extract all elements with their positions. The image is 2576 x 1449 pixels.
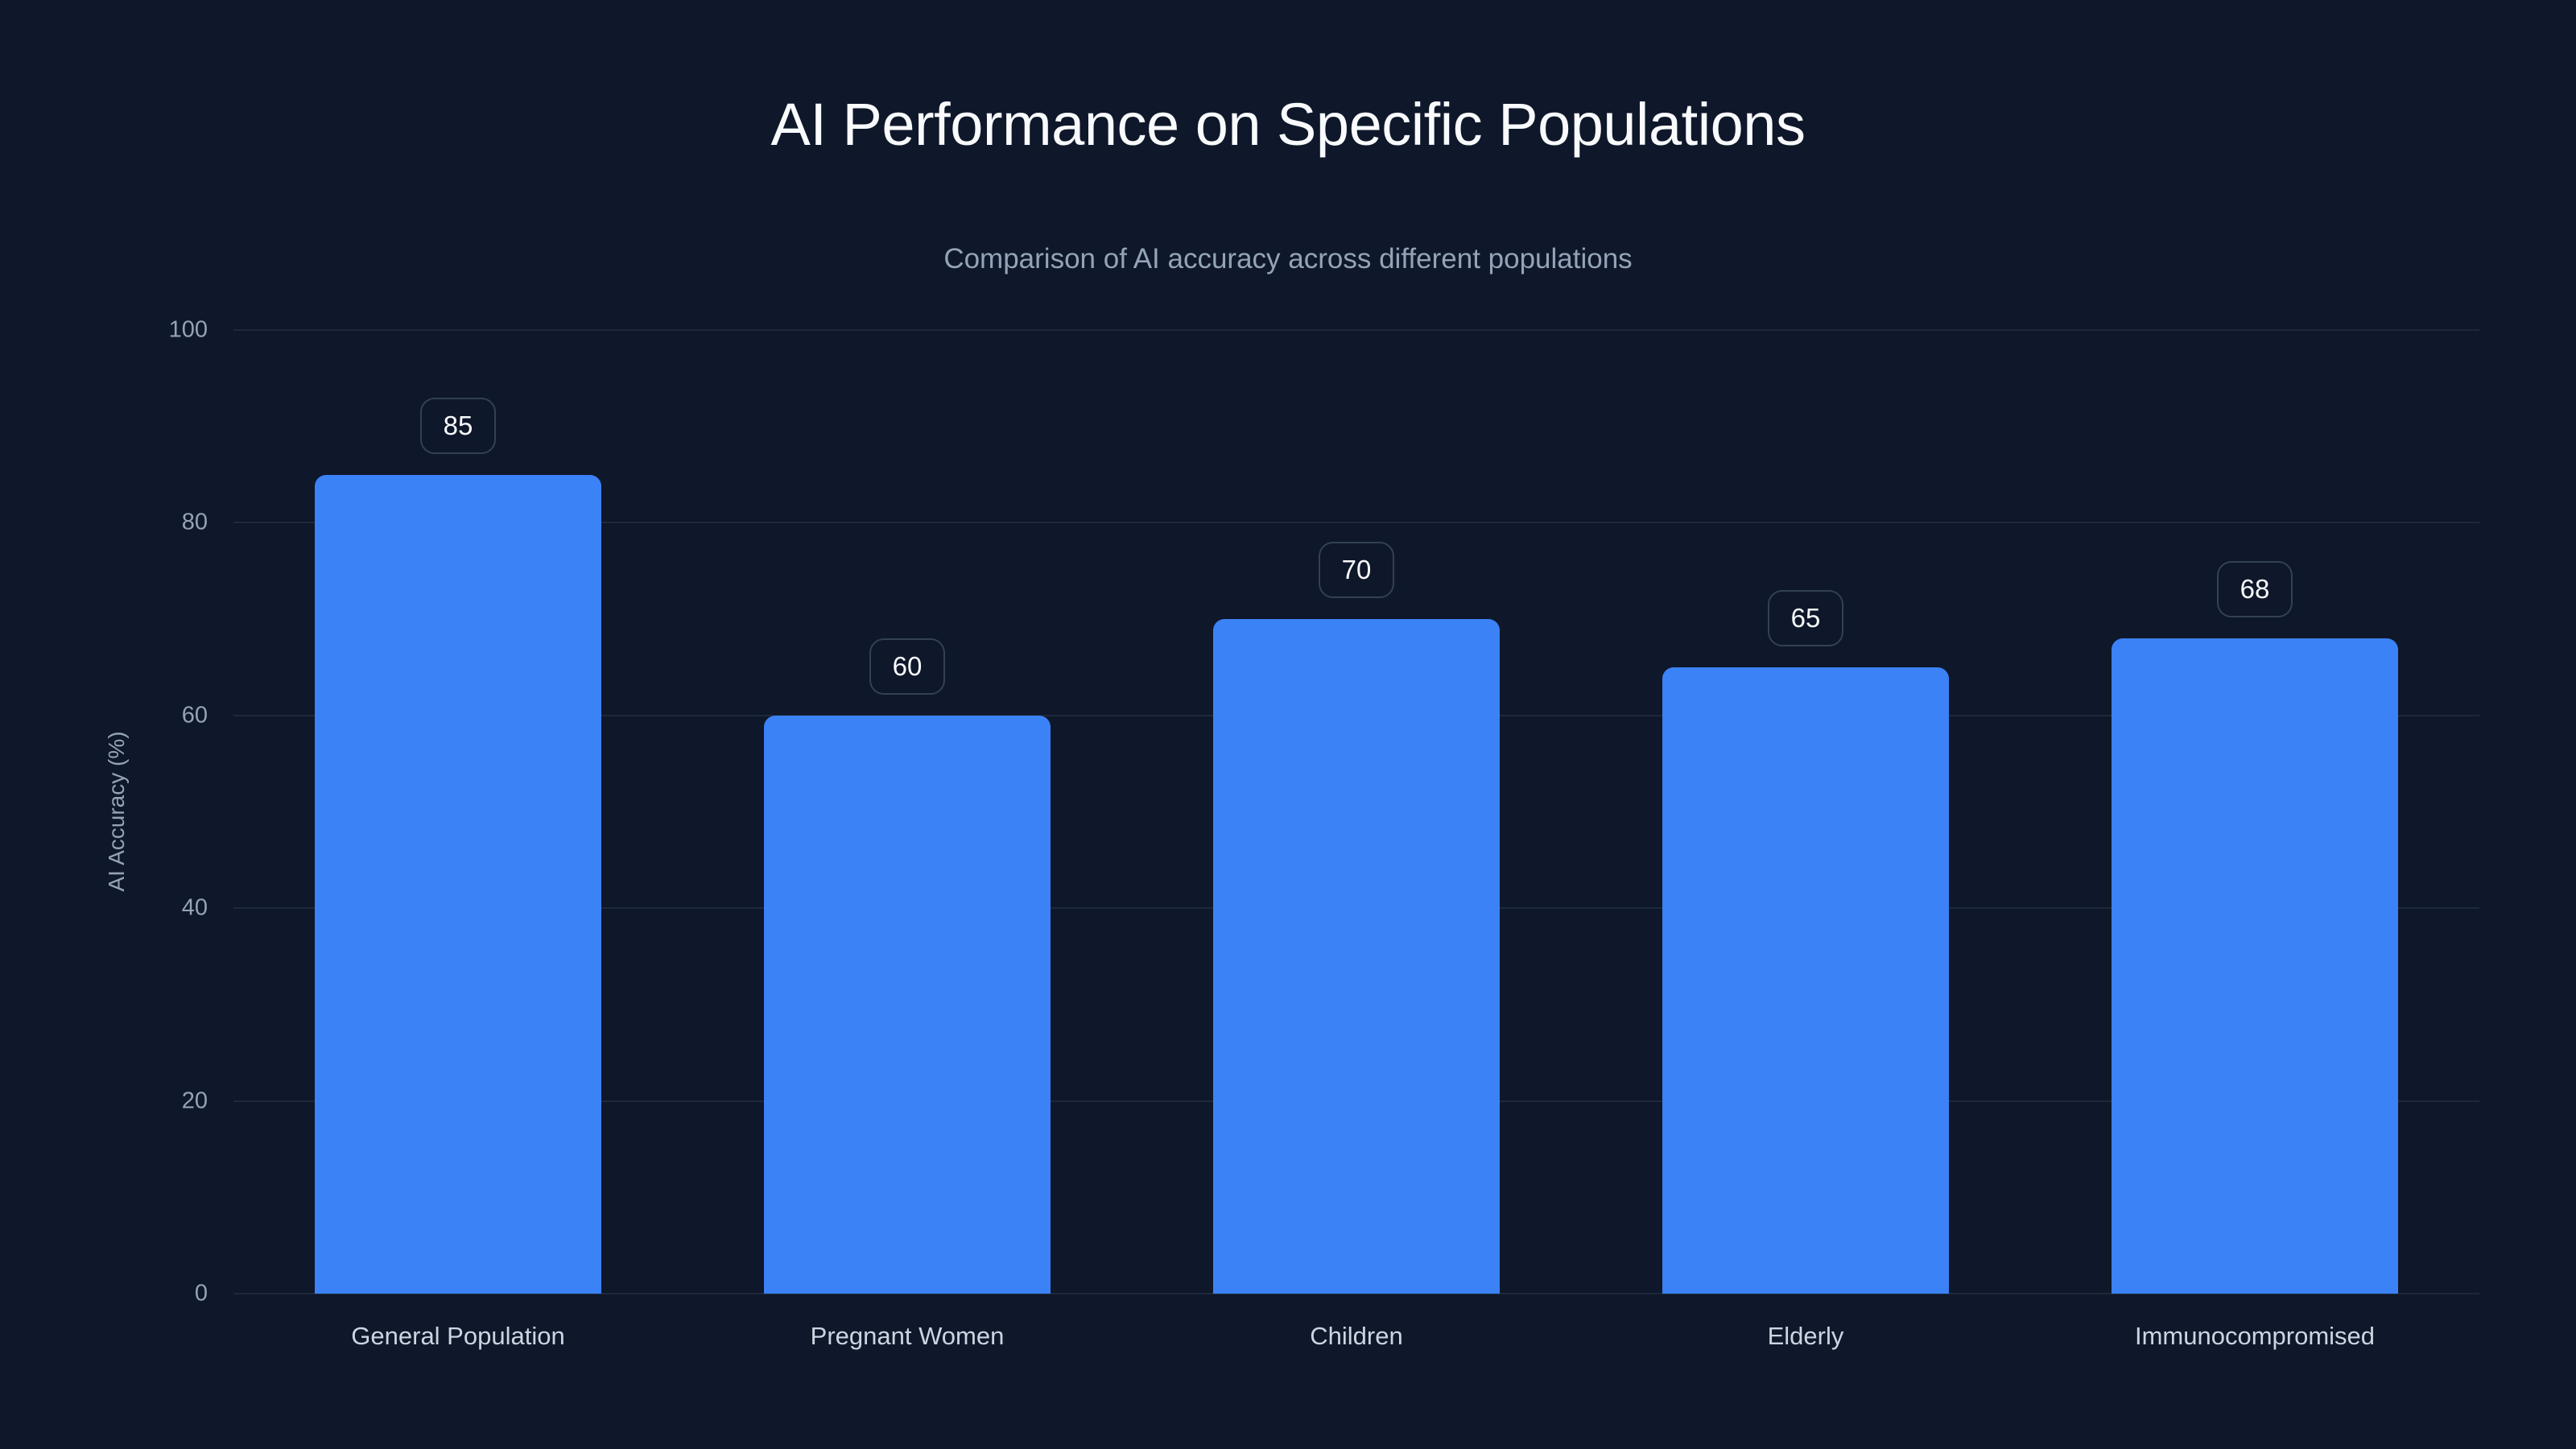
gridline bbox=[233, 1293, 2479, 1294]
bar[interactable] bbox=[315, 474, 601, 1294]
y-tick-label: 20 bbox=[181, 1088, 208, 1114]
gridline bbox=[233, 329, 2479, 331]
chart-subtitle: Comparison of AI accuracy across differe… bbox=[943, 243, 1633, 275]
bar[interactable] bbox=[764, 715, 1051, 1294]
chart-title: AI Performance on Specific Populations bbox=[770, 91, 1806, 158]
x-tick-label: Pregnant Women bbox=[810, 1322, 1005, 1350]
x-tick-label: General Population bbox=[351, 1322, 565, 1350]
bar[interactable] bbox=[1662, 667, 1949, 1294]
data-label: 68 bbox=[2217, 561, 2293, 618]
data-label: 85 bbox=[420, 397, 496, 454]
y-axis-title: AI Accuracy (%) bbox=[104, 731, 129, 892]
y-tick-label: 100 bbox=[168, 316, 208, 343]
data-label: 60 bbox=[869, 638, 945, 695]
bar[interactable] bbox=[1213, 619, 1500, 1294]
x-tick-label: Children bbox=[1310, 1322, 1403, 1350]
bar[interactable] bbox=[2112, 638, 2398, 1294]
x-tick-label: Immunocompromised bbox=[2134, 1322, 2376, 1350]
y-tick-label: 40 bbox=[181, 894, 208, 921]
x-tick-label: Elderly bbox=[1767, 1322, 1844, 1350]
y-tick-label: 60 bbox=[181, 702, 208, 729]
data-label: 70 bbox=[1319, 542, 1394, 599]
gridline bbox=[233, 522, 2479, 524]
y-tick-label: 0 bbox=[194, 1280, 208, 1307]
data-label: 65 bbox=[1768, 589, 1843, 646]
y-tick-label: 80 bbox=[181, 509, 208, 535]
